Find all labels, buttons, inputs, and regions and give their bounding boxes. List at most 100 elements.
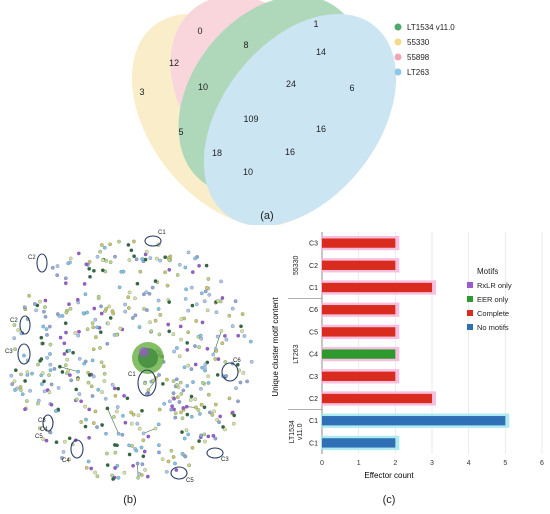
network-node (106, 321, 110, 326)
cluster-label: C3 (221, 457, 229, 463)
network-node (155, 256, 159, 261)
network-node (94, 335, 98, 339)
venn-set-lt1534 (178, 0, 362, 195)
network-node (122, 393, 126, 398)
network-node (77, 356, 82, 361)
network-node (167, 329, 172, 334)
venn-set-55898 (170, 0, 354, 195)
network-node (102, 245, 107, 250)
network-node (172, 349, 176, 354)
network-node (219, 279, 223, 284)
network-node (206, 381, 211, 385)
y-tick-label: C4 (309, 352, 318, 359)
network-node (90, 394, 95, 398)
cluster-outline (36, 253, 48, 273)
network-node (87, 373, 92, 377)
legend-swatch (467, 282, 473, 288)
bar (322, 438, 396, 448)
network-node (211, 352, 216, 357)
network-node (240, 312, 245, 316)
network-node (218, 414, 223, 419)
y-tick-label: C1 (309, 418, 318, 425)
network-node (134, 257, 139, 262)
network-edge (143, 428, 156, 434)
network-node (116, 386, 121, 391)
network-node (183, 454, 188, 459)
network-node (133, 296, 137, 301)
network-node (182, 436, 187, 441)
network-node (101, 258, 105, 263)
network-node (61, 450, 66, 454)
network-node (205, 346, 210, 351)
network-node (232, 413, 237, 418)
network-node (166, 459, 171, 464)
network-node (140, 257, 145, 261)
cluster-label: C5 (186, 478, 194, 484)
network-node (111, 311, 116, 316)
network-node (186, 363, 191, 368)
network-node (122, 470, 127, 475)
network-node (127, 290, 132, 295)
network-node (169, 448, 174, 453)
network-node (123, 302, 127, 307)
network-node (66, 261, 71, 266)
network-node (120, 432, 125, 437)
network-node (112, 415, 116, 419)
network-node (85, 310, 89, 315)
network-node (171, 455, 176, 459)
cluster-label: C1 (128, 372, 136, 378)
venn-diagram: 0 1 8 14 12 3 24 6 10 109 5 16 18 16 10 … (131, 0, 455, 227)
network-node (42, 379, 46, 384)
bar-chart: 0 1 2 3 4 5 6 C3 C2 C1 C6 C5 C4 C3 C2 C1 C1 55330 LT263 LT… (271, 232, 544, 480)
network-node (178, 324, 183, 329)
venn-count: 8 (243, 40, 248, 50)
network-node (49, 382, 54, 387)
legend-title: Motifs (477, 267, 498, 276)
network-node (113, 466, 117, 470)
network-node (203, 362, 208, 367)
cluster-label: C5 (35, 434, 43, 440)
network-node (140, 408, 144, 413)
network-node (165, 283, 170, 288)
network-node (213, 357, 218, 361)
network-node (55, 264, 60, 268)
network-node (129, 421, 134, 426)
network-node (230, 306, 235, 311)
network-node (40, 371, 45, 375)
network-nodes (9, 239, 254, 481)
network-node (138, 269, 143, 274)
network-node (87, 266, 92, 271)
venn-set-lt263 (203, 13, 397, 227)
legend-swatch (394, 68, 402, 76)
network-node (146, 434, 151, 439)
network-node (22, 353, 26, 358)
y-tick-label: C3 (309, 374, 318, 381)
cluster-outline (70, 439, 84, 459)
network-node (207, 292, 212, 297)
network-node (63, 276, 68, 281)
cluster-label: C1 (158, 230, 166, 236)
network-node (202, 432, 207, 437)
y-tick-label: C5 (309, 329, 318, 336)
network-node (121, 413, 125, 418)
network-node (45, 355, 50, 360)
network-node (186, 308, 191, 313)
venn-count: 24 (286, 79, 296, 89)
venn-count: 5 (178, 127, 183, 137)
network-node (139, 473, 144, 477)
network-node (75, 377, 80, 382)
cluster-outline (206, 447, 224, 459)
network-node (60, 370, 65, 374)
network-node (115, 463, 120, 468)
network-node (65, 371, 69, 376)
network-node (227, 313, 232, 318)
network-edge (137, 463, 139, 478)
network-node (100, 268, 105, 273)
network-node (98, 346, 102, 350)
network-node (205, 285, 209, 290)
network-node (9, 373, 14, 378)
network-node (20, 392, 25, 397)
network-node (115, 405, 120, 409)
cluster-outline (19, 315, 31, 335)
network-node (190, 303, 195, 308)
